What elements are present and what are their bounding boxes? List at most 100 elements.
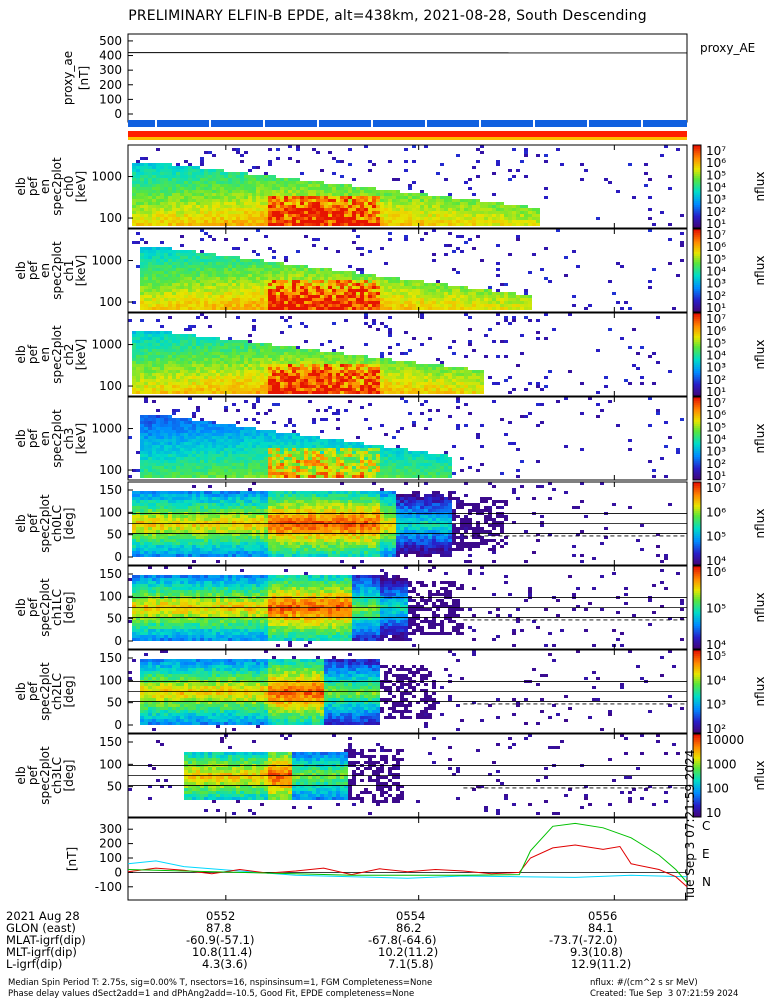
spectrogram-cell	[420, 220, 424, 223]
spectrogram-cell	[192, 193, 196, 196]
colorbar-segment	[693, 165, 701, 169]
spectrogram-cell	[212, 298, 216, 301]
spectrogram-cell	[256, 301, 260, 304]
panel-ylabel: ch0	[62, 176, 76, 198]
spectrogram-cell	[276, 277, 280, 280]
spectrogram-cell	[204, 208, 208, 211]
spectrogram-cell	[288, 286, 292, 289]
spectrogram-cell	[456, 289, 460, 292]
spectrogram-cell	[220, 307, 224, 310]
spectrogram-cell	[360, 364, 364, 367]
spectrogram-cell	[272, 373, 276, 376]
spectrogram-cell	[448, 370, 452, 373]
spectrogram-cell	[440, 196, 444, 199]
spectrogram-cell	[404, 160, 408, 163]
spectrogram-cell	[604, 376, 608, 379]
spectrogram-cell	[452, 250, 456, 253]
spectrogram-cell	[300, 355, 304, 358]
spectrogram-cell	[148, 280, 152, 283]
spectrogram-cell	[216, 379, 220, 382]
spectrogram-cell	[648, 229, 652, 232]
spectrogram-cell	[280, 370, 284, 373]
spectrogram-cell	[332, 391, 336, 394]
spectrogram-cell	[280, 349, 284, 352]
spectrogram-cell	[368, 388, 372, 391]
spectrogram-cell	[256, 253, 260, 256]
spectrogram-cell	[400, 292, 404, 295]
spectrogram-cell	[312, 217, 316, 220]
spectrogram-cell	[288, 184, 292, 187]
spectrogram-cell	[152, 163, 156, 166]
spectrogram-cell	[292, 214, 296, 217]
spectrogram-cell	[392, 382, 396, 385]
spectrogram-cell	[524, 175, 528, 178]
spectrogram-cell	[504, 319, 508, 322]
spectrogram-cell	[192, 349, 196, 352]
spectrogram-cell	[440, 370, 444, 373]
spectrogram-cell	[248, 175, 252, 178]
spectrogram-cell	[188, 439, 192, 442]
spectrogram-cell	[316, 352, 320, 355]
spectrogram-cell	[244, 292, 248, 295]
spectrogram-cell	[324, 364, 328, 367]
spectrogram-cell	[132, 355, 136, 358]
spectrogram-cell	[312, 268, 316, 271]
spectrogram-cell	[152, 205, 156, 208]
spectrogram-cell	[356, 187, 360, 190]
spectrogram-cell	[176, 364, 180, 367]
spectrogram-cell	[516, 307, 520, 310]
spectrogram-cell	[260, 364, 264, 367]
spectrogram-cell	[336, 292, 340, 295]
spectrogram-cell	[196, 472, 200, 475]
colorbar-segment	[693, 329, 701, 333]
spectrogram-cell	[320, 304, 324, 307]
spectrogram-cell	[288, 298, 292, 301]
spectrogram-cell	[148, 190, 152, 193]
spectrogram-cell	[204, 283, 208, 286]
spectrogram-cell	[236, 385, 240, 388]
spectrogram-cell	[212, 352, 216, 355]
spectrogram-cell	[408, 298, 412, 301]
spectrogram-cell	[252, 364, 256, 367]
spectrogram-cell	[276, 208, 280, 211]
spectrogram-cell	[356, 223, 360, 226]
spectrogram-cell	[172, 334, 176, 337]
spectrogram-cell	[408, 196, 412, 199]
spectrogram-cell	[292, 355, 296, 358]
spectrogram-cell	[316, 214, 320, 217]
spectrogram-cell	[400, 382, 404, 385]
spectrogram-cell	[228, 343, 232, 346]
spectrogram-cell	[312, 244, 316, 247]
spectrogram-cell	[492, 307, 496, 310]
spectrogram-cell	[200, 313, 204, 316]
spectrogram-cell	[336, 187, 340, 190]
spectrogram-cell	[456, 205, 460, 208]
colorbar-segment	[693, 333, 701, 337]
spectrogram-cell	[148, 376, 152, 379]
spectrogram-cell	[256, 178, 260, 181]
spectrogram-cell	[472, 307, 476, 310]
colorbar-ens_ch2	[693, 313, 701, 397]
colorbar-segment	[693, 258, 701, 261]
colorbar-tick-label: 10¹	[706, 217, 726, 231]
spectrogram-cell	[160, 391, 164, 394]
spectrogram-cell	[156, 451, 160, 454]
spectrogram-cell	[180, 307, 184, 310]
spectrogram-cell	[308, 274, 312, 277]
spectrogram-cell	[516, 205, 520, 208]
spectrogram-cell	[136, 469, 140, 472]
spectrogram-cell	[180, 214, 184, 217]
spectrogram-cell	[212, 283, 216, 286]
spectrogram-cell	[200, 253, 204, 256]
spectrogram-cell	[284, 319, 288, 322]
spectrogram-cell	[180, 445, 184, 448]
spectrogram-cell	[412, 382, 416, 385]
spectrogram-cell	[444, 307, 448, 310]
spectrogram-cell	[296, 277, 300, 280]
spectrogram-cell	[292, 286, 296, 289]
spectrogram-cell	[244, 364, 248, 367]
spectrogram-cell	[436, 196, 440, 199]
spectrogram-cell	[164, 178, 168, 181]
spectrogram-cell	[288, 388, 292, 391]
spectrogram-cell	[272, 304, 276, 307]
